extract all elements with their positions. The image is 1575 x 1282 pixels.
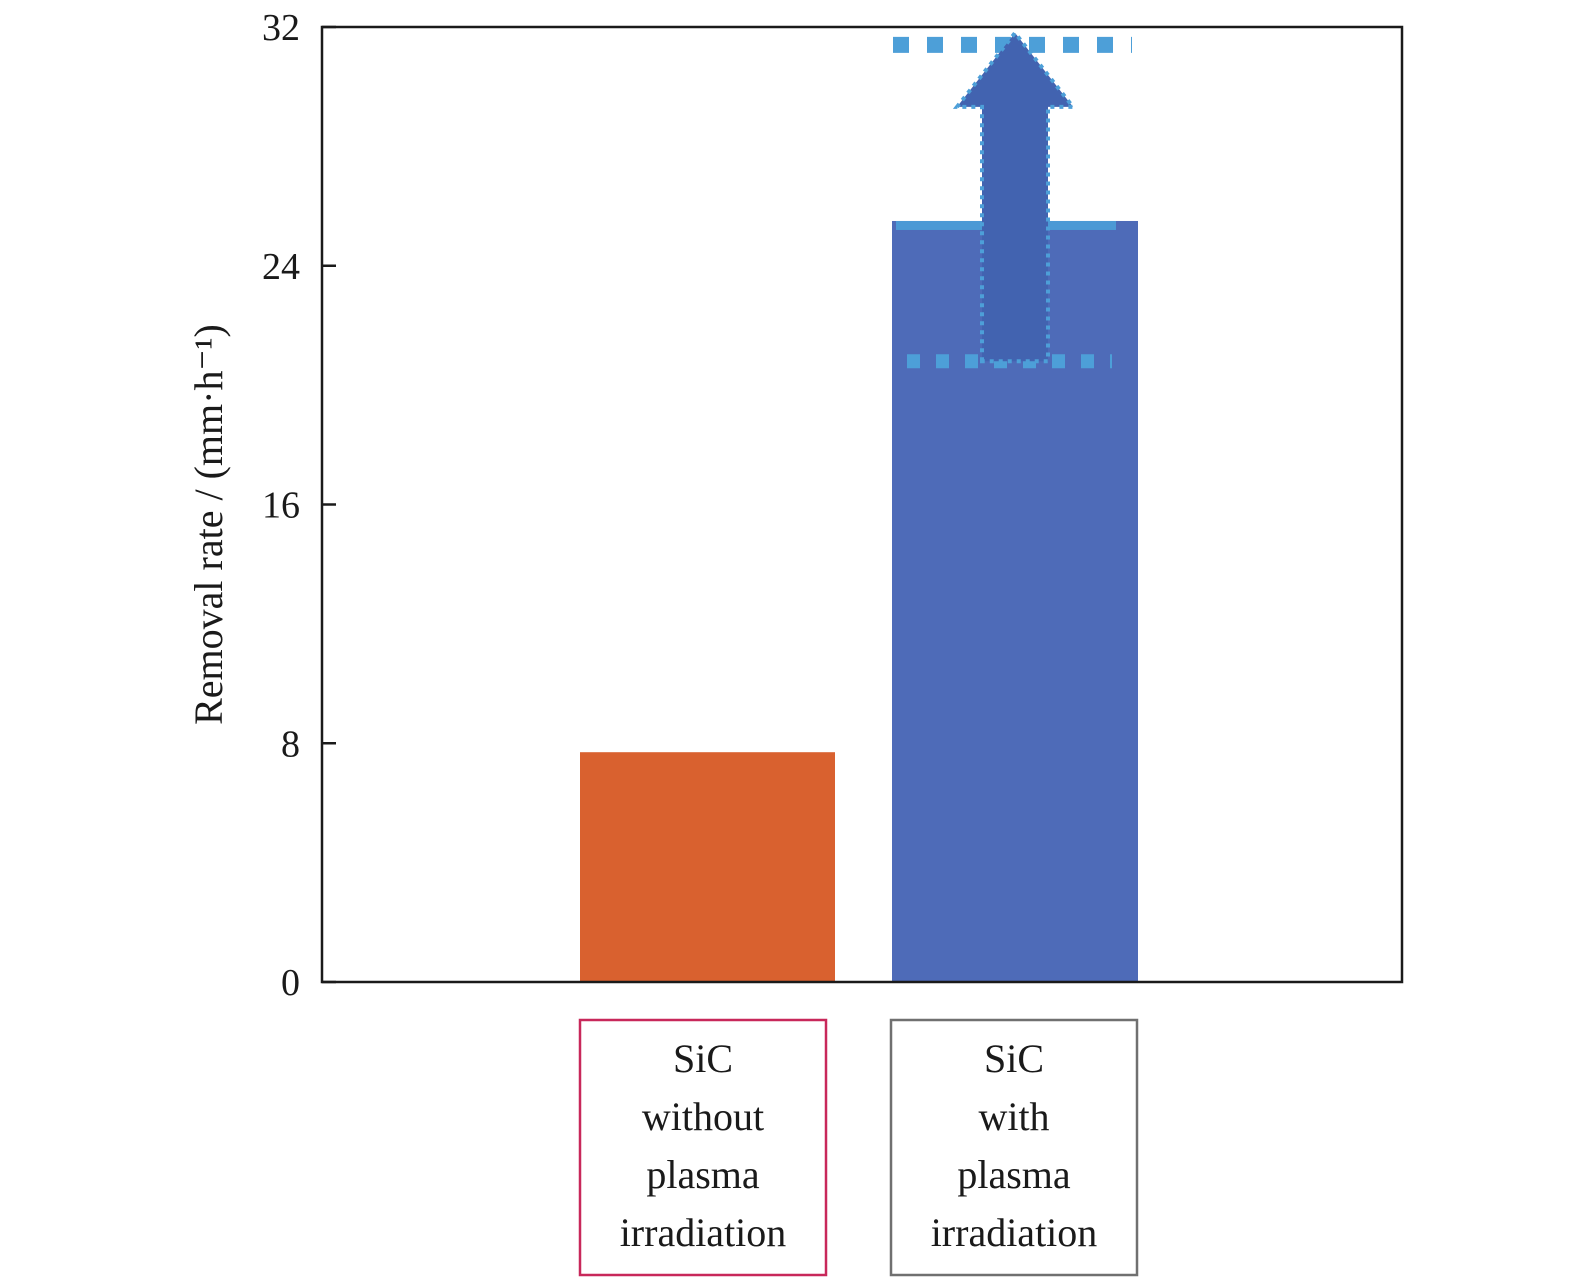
category-label-box — [578, 1018, 828, 1277]
bar-series — [580, 220, 1138, 982]
category-labels: SiC without plasma irradiation SiC with plasma… — [578, 1018, 1139, 1277]
category-label-line: without — [642, 1094, 764, 1139]
category-label-line: irradiation — [931, 1210, 1098, 1255]
bar-sic-without-plasma — [580, 752, 835, 982]
category-label-sic-without-plasma: SiC without plasma irradiation — [578, 1018, 828, 1277]
y-tick-label-0: 0 — [281, 962, 300, 1004]
increase-up-arrow-icon — [952, 29, 1078, 364]
y-tick-label-16: 16 — [262, 485, 300, 527]
category-label-line: plasma — [957, 1152, 1071, 1197]
category-label-box — [889, 1018, 1139, 1277]
category-label-sic-with-plasma: SiC with plasma irradiation — [889, 1018, 1139, 1277]
increase-annotation — [893, 29, 1132, 369]
category-label-line: irradiation — [620, 1210, 787, 1255]
y-axis-title: Removal rate / (mm·h⁻¹) — [186, 324, 231, 725]
category-label-line: plasma — [646, 1152, 760, 1197]
y-tick-label-32: 32 — [262, 7, 300, 49]
category-label-line: SiC — [673, 1036, 733, 1081]
y-tick-label-24: 24 — [262, 246, 300, 288]
category-label-line: SiC — [984, 1036, 1044, 1081]
category-label-line: with — [978, 1094, 1049, 1139]
axes: 0 8 16 24 32 — [262, 7, 1404, 1004]
y-tick-label-8: 8 — [281, 723, 300, 765]
plot-frame — [320, 25, 1404, 984]
